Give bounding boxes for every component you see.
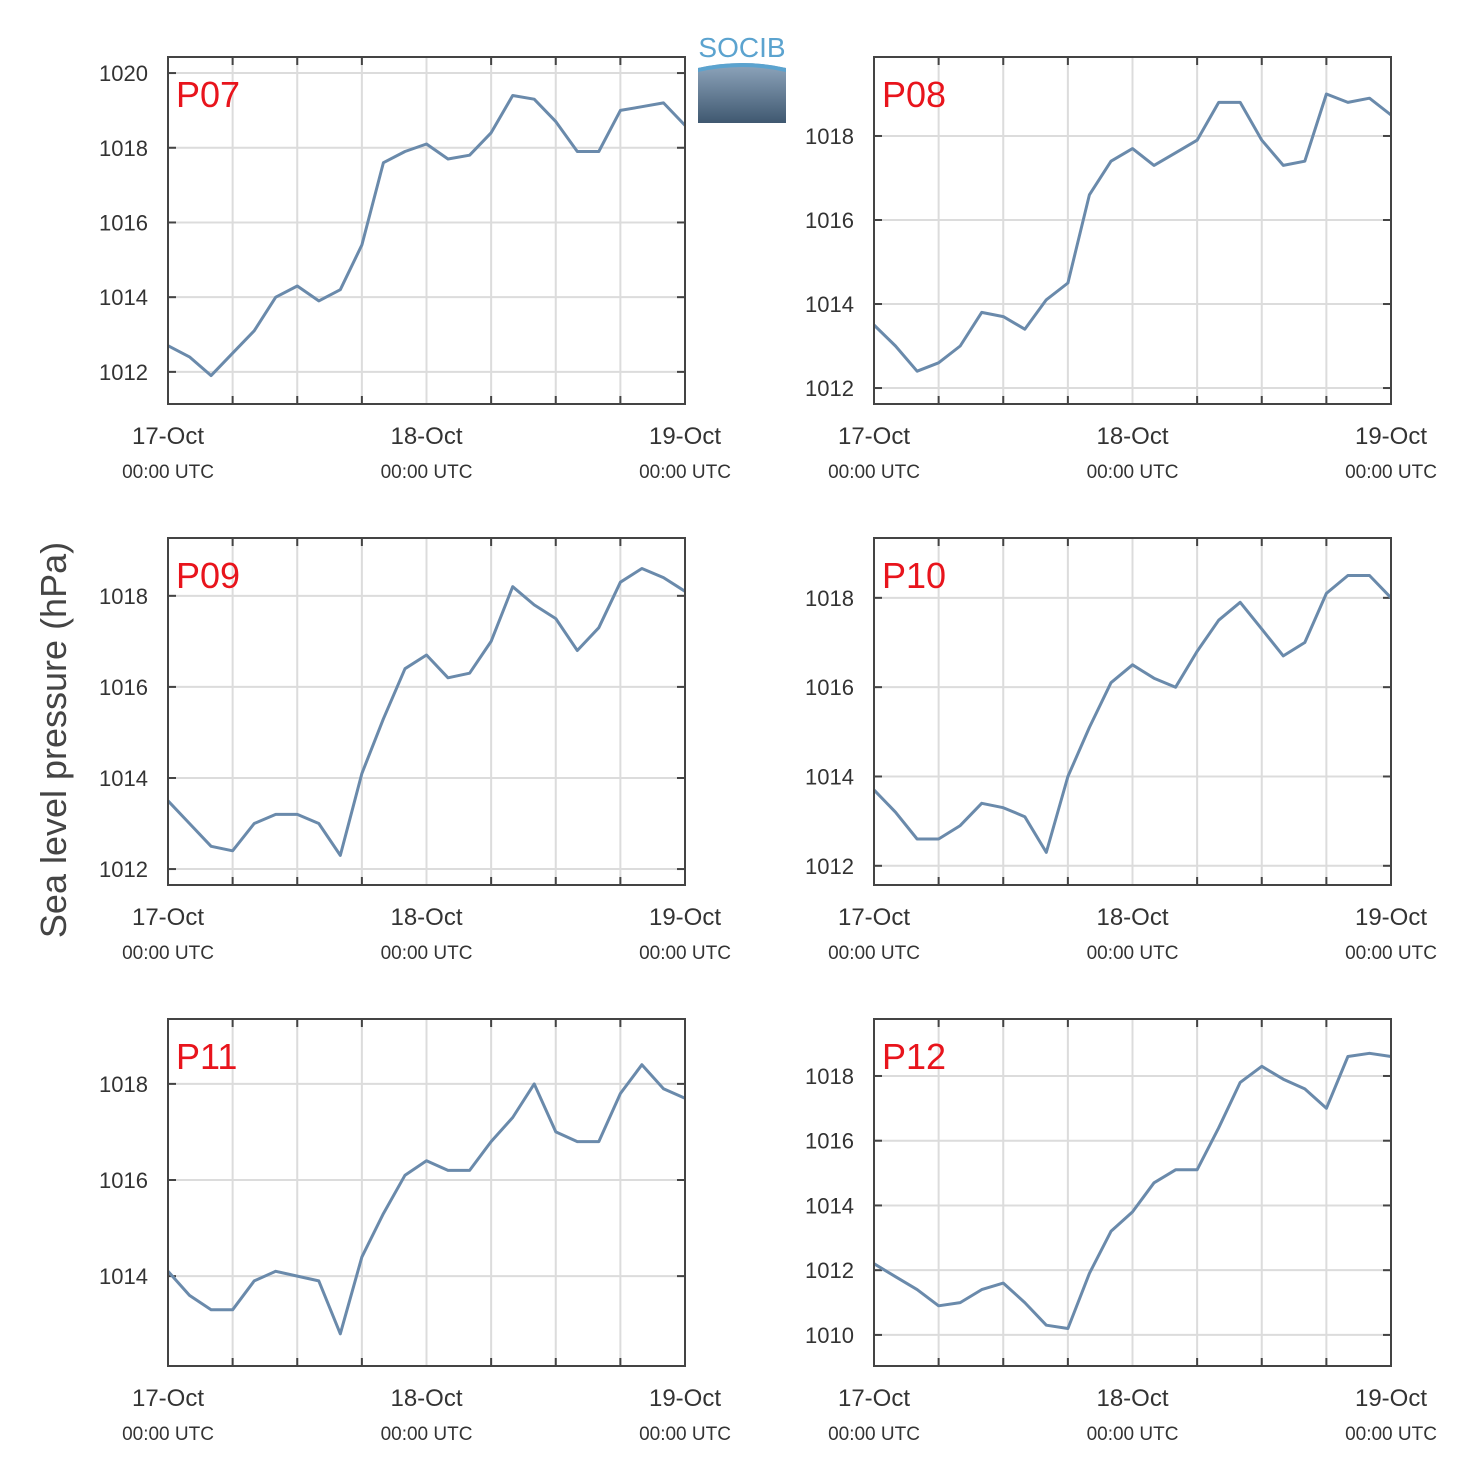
data-line: [166, 1063, 686, 1336]
x-tick-label: 17-Oct 00:00 UTC: [828, 423, 920, 483]
y-tick-label: 1020: [99, 61, 148, 86]
y-tick-label: 1016: [99, 1168, 148, 1193]
plot-frame: [873, 1018, 1392, 1367]
x-tick-label: 18-Oct 00:00 UTC: [1087, 1385, 1179, 1445]
plot-frame: [873, 56, 1392, 405]
panel-title: P07: [176, 74, 240, 115]
y-tick-label: 1014: [805, 292, 854, 317]
y-tick-label: 1016: [805, 208, 854, 233]
panel-title: P08: [882, 74, 946, 115]
x-tick-label: 18-Oct 00:00 UTC: [1087, 904, 1179, 964]
logo: SOCIB: [698, 32, 786, 123]
y-tick-label: 1018: [99, 1072, 148, 1097]
plot-frame: [873, 537, 1392, 886]
y-tick-label: 1012: [99, 857, 148, 882]
logo-text: SOCIB: [698, 32, 785, 63]
y-tick-label: 1018: [99, 584, 148, 609]
data-line: [167, 94, 687, 378]
x-tick-label: 19-Oct 00:00 UTC: [639, 423, 731, 483]
y-tick-label: 1016: [99, 210, 148, 235]
panel-title: P11: [176, 1036, 237, 1077]
y-tick-label: 1018: [805, 124, 854, 149]
y-tick-label: 1014: [99, 1264, 148, 1289]
data-line: [873, 1051, 1392, 1330]
x-tick-label: 17-Oct 00:00 UTC: [122, 1385, 214, 1445]
y-tick-label: 1014: [99, 285, 148, 310]
panel: 17-Oct 00:00 UTC 18-Oct 00:00 UTC 19-Oct 00:0…: [99, 56, 731, 483]
y-tick-label: 1010: [805, 1323, 854, 1348]
y-tick-label: 1014: [805, 1193, 854, 1218]
panel: 17-Oct 00:00 UTC 18-Oct 00:00 UTC 19-Oct 00:0…: [805, 537, 1437, 964]
y-tick-label: 1012: [805, 376, 854, 401]
x-tick-label: 17-Oct 00:00 UTC: [122, 423, 214, 483]
y-tick-label: 1016: [805, 1129, 854, 1154]
x-tick-label: 19-Oct 00:00 UTC: [1345, 904, 1437, 964]
y-tick-label: 1016: [805, 675, 854, 700]
plot-frame: [167, 56, 686, 405]
data-line: [166, 567, 686, 857]
plot-frame: [167, 1018, 686, 1367]
y-tick-label: 1014: [805, 764, 854, 789]
data-line: [872, 92, 1392, 373]
panel: 17-Oct 00:00 UTC 18-Oct 00:00 UTC 19-Oct 00:0…: [99, 537, 731, 964]
x-tick-label: 19-Oct 00:00 UTC: [639, 904, 731, 964]
y-tick-label: 1012: [99, 360, 148, 385]
logo-wave: [698, 63, 786, 123]
y-tick-label: 1018: [99, 136, 148, 161]
x-tick-label: 19-Oct 00:00 UTC: [1345, 423, 1437, 483]
y-tick-label: 1012: [805, 854, 854, 879]
plot-frame: [167, 537, 686, 886]
y-tick-label: 1018: [805, 1064, 854, 1089]
panel-title: P12: [882, 1036, 946, 1077]
x-tick-label: 17-Oct 00:00 UTC: [828, 904, 920, 964]
panel-title: P10: [882, 555, 946, 596]
panel-title: P09: [176, 555, 240, 596]
logo-crest: [698, 63, 786, 72]
x-tick-label: 18-Oct 00:00 UTC: [381, 1385, 473, 1445]
x-tick-label: 19-Oct 00:00 UTC: [639, 1385, 731, 1445]
data-line: [872, 574, 1393, 854]
panel: 17-Oct 00:00 UTC 18-Oct 00:00 UTC 19-Oct 00:0…: [805, 56, 1437, 483]
x-tick-label: 19-Oct 00:00 UTC: [1345, 1385, 1437, 1445]
x-tick-label: 18-Oct 00:00 UTC: [381, 904, 473, 964]
x-tick-label: 18-Oct 00:00 UTC: [1087, 423, 1179, 483]
x-tick-label: 17-Oct 00:00 UTC: [828, 1385, 920, 1445]
x-tick-label: 17-Oct 00:00 UTC: [122, 904, 214, 964]
y-tick-label: 1012: [805, 1258, 854, 1283]
panel: 17-Oct 00:00 UTC 18-Oct 00:00 UTC 19-Oct 00:0…: [99, 1018, 731, 1445]
y-tick-label: 1018: [805, 586, 854, 611]
panel: 17-Oct 00:00 UTC 18-Oct 00:00 UTC 19-Oct 00:0…: [805, 1018, 1437, 1445]
y-tick-label: 1014: [99, 766, 148, 791]
x-tick-label: 18-Oct 00:00 UTC: [381, 423, 473, 483]
y-tick-label: 1016: [99, 675, 148, 700]
y-axis-label: Sea level pressure (hPa): [33, 542, 74, 938]
